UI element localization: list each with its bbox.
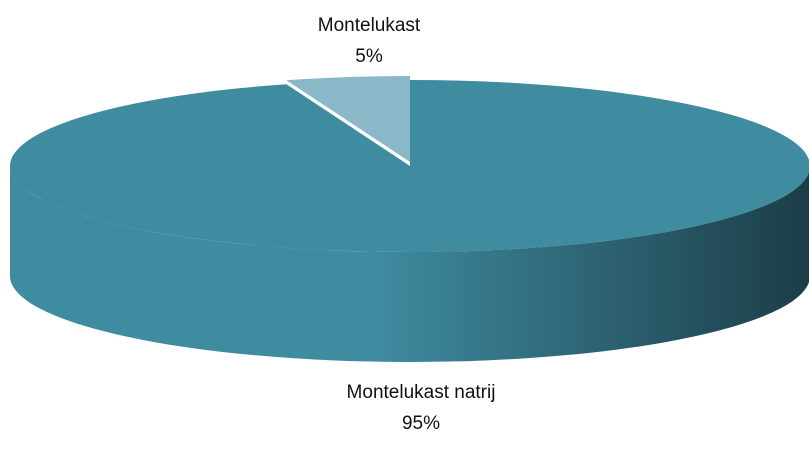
slice-label: Montelukast natrij 95% <box>346 377 496 439</box>
pie-side <box>10 166 809 362</box>
slice-value: 5% <box>355 46 383 67</box>
slice-name: Montelukast <box>317 15 421 36</box>
slice-label: Montelukast 5% <box>294 10 444 72</box>
slice-value: 95% <box>401 413 441 434</box>
pie-slice <box>286 76 410 162</box>
pie-slice <box>10 80 809 252</box>
slice-name: Montelukast natrij <box>346 382 496 403</box>
